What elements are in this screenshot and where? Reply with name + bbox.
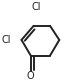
Text: Cl: Cl — [32, 2, 41, 12]
Text: Cl: Cl — [1, 35, 11, 45]
Text: O: O — [27, 71, 35, 81]
